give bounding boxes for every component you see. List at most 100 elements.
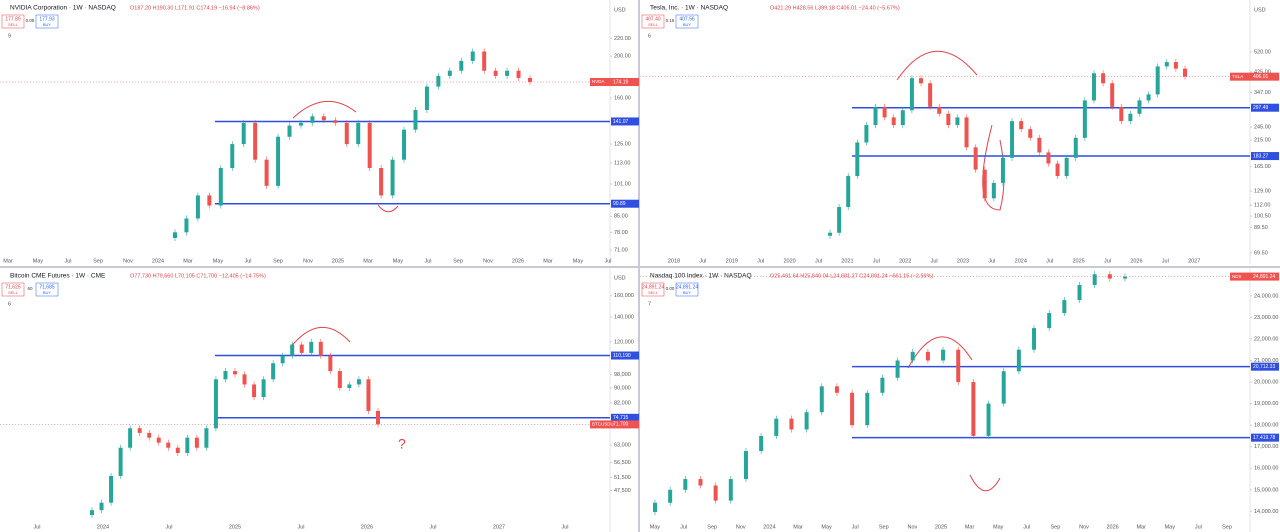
x-tick-label: Mar xyxy=(965,524,975,530)
x-tick-label: Nov xyxy=(483,258,493,264)
candle xyxy=(328,355,333,372)
x-tick-label: 2027 xyxy=(493,524,505,530)
candle xyxy=(1019,121,1024,130)
x-tick-label: Jul xyxy=(561,524,568,530)
x-tick-label: Mar xyxy=(3,258,13,264)
candle xyxy=(698,479,703,486)
candle xyxy=(402,129,407,160)
buy-button[interactable] xyxy=(675,282,699,297)
x-tick-label: 2019 xyxy=(726,258,738,264)
price-line-tag xyxy=(611,117,639,126)
x-tick-label: Jul xyxy=(1046,258,1053,264)
spread: 60 xyxy=(27,286,33,291)
x-tick-label: 2024 xyxy=(97,524,109,530)
sell-price: 177.89 xyxy=(5,16,21,22)
y-tick-label: 21,000.00 xyxy=(1254,358,1278,364)
candle xyxy=(309,341,314,353)
sell-label: SELL xyxy=(648,22,659,27)
candle xyxy=(1046,152,1051,164)
candle xyxy=(366,379,371,411)
candle xyxy=(184,218,189,233)
candle xyxy=(873,106,878,126)
last-price-tag xyxy=(590,78,639,87)
arc-annotation xyxy=(377,204,399,213)
candle xyxy=(1128,113,1133,122)
currency: USD xyxy=(614,7,626,13)
price-line-tag xyxy=(1251,433,1279,442)
candle xyxy=(1064,157,1069,177)
x-tick-label: Jul xyxy=(64,258,71,264)
candle xyxy=(528,77,532,83)
price-line-label: 17,419.78 xyxy=(1253,435,1275,441)
candle xyxy=(356,122,361,145)
candle xyxy=(1047,313,1052,329)
candle xyxy=(1119,106,1124,122)
sell-button[interactable] xyxy=(1,282,25,297)
x-tick-label: 2026 xyxy=(512,258,524,264)
y-tick-label: 245.00 xyxy=(1254,125,1271,131)
candle xyxy=(1155,66,1160,95)
last-price-label: 406.01 xyxy=(1253,74,1269,80)
candle xyxy=(1037,137,1042,153)
chart-title: Tesla, Inc. · 1W · NASDAQ xyxy=(650,5,728,12)
x-tick-label: 2025 xyxy=(332,258,344,264)
x-tick-label: 2021 xyxy=(841,258,853,264)
buy-price: 177.93 xyxy=(39,16,55,22)
price-line-tag xyxy=(1251,152,1279,161)
sell-button[interactable] xyxy=(641,14,665,29)
y-tick-label: 165.00 xyxy=(1254,164,1271,170)
candle xyxy=(99,502,104,511)
price-line-tag xyxy=(1251,362,1279,371)
candle xyxy=(242,374,247,385)
buy-button[interactable] xyxy=(35,14,59,29)
candle xyxy=(233,371,237,375)
candle xyxy=(253,122,258,160)
buy-price: 71,685 xyxy=(39,284,55,290)
y-tick-label: 51,500 xyxy=(614,475,631,481)
candle xyxy=(1123,276,1127,279)
candle xyxy=(846,176,851,208)
candle xyxy=(321,116,326,121)
sell-button[interactable] xyxy=(1,14,25,29)
x-tick-label: 2026 xyxy=(361,524,373,530)
ohlc-readout: O187.20 H190.30 L171.91 C174.19 −16.94 (… xyxy=(130,5,260,11)
indicator-count: 6 xyxy=(8,301,11,307)
candle xyxy=(1016,349,1021,372)
spread: 0.00 xyxy=(666,286,675,291)
y-tick-label: 78.00 xyxy=(614,230,628,236)
y-tick-label: 15,000.00 xyxy=(1254,487,1278,493)
x-tick-label: Jul xyxy=(815,258,822,264)
currency: USD xyxy=(1254,7,1266,13)
x-tick-label: Jul xyxy=(1104,258,1111,264)
buy-button[interactable] xyxy=(675,14,699,29)
y-tick-label: 113.00 xyxy=(614,160,630,166)
sell-price: 71,625 xyxy=(5,284,21,290)
x-tick-label: May xyxy=(1165,524,1176,530)
last-price-symbol: NDX xyxy=(1232,274,1242,279)
x-tick-label: 2026 xyxy=(1130,258,1142,264)
candle xyxy=(804,412,809,430)
x-tick-label: Nov xyxy=(303,258,313,264)
candle xyxy=(264,159,269,186)
x-tick-label: 2025 xyxy=(229,524,241,530)
candle xyxy=(1073,137,1078,158)
buy-label: BUY xyxy=(683,290,692,295)
x-tick-label: Sep xyxy=(707,524,717,530)
candle xyxy=(1001,371,1006,404)
x-tick-label: Jul xyxy=(757,258,764,264)
candle xyxy=(937,106,942,114)
candle xyxy=(493,70,498,76)
buy-button[interactable] xyxy=(35,282,59,297)
sell-button[interactable] xyxy=(641,282,665,297)
candle xyxy=(344,122,349,145)
y-tick-label: 112.00 xyxy=(1254,203,1270,209)
candle xyxy=(505,70,510,76)
candle xyxy=(137,428,142,433)
x-tick-label: Jul xyxy=(988,258,995,264)
x-tick-label: May xyxy=(213,258,224,264)
x-tick-label: Mar xyxy=(1136,524,1146,530)
candle xyxy=(1091,73,1096,101)
sell-label: SELL xyxy=(648,290,659,295)
x-tick-label: Sep xyxy=(1051,524,1061,530)
y-tick-label: 215.00 xyxy=(1254,138,1271,144)
